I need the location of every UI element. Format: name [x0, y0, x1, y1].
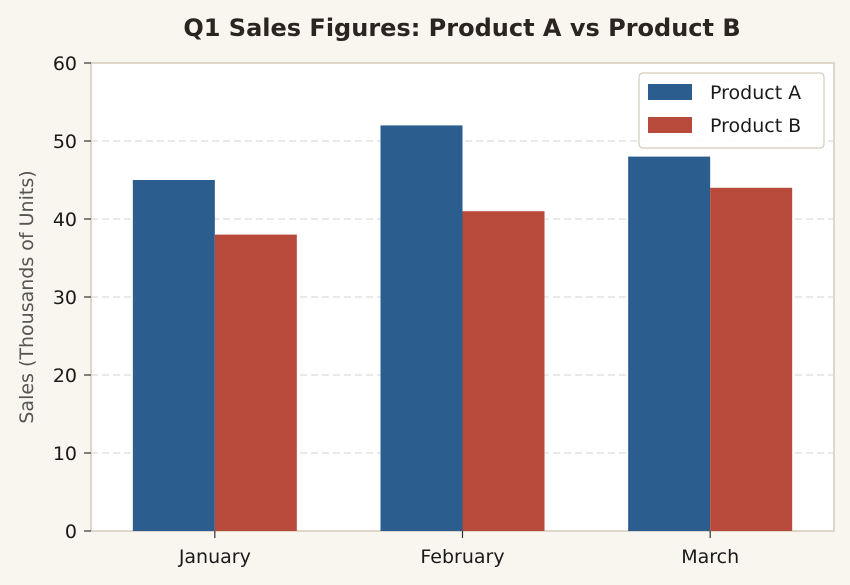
y-tick-label: 10 — [53, 443, 77, 465]
legend-swatch-product-b — [648, 117, 692, 133]
y-tick-label: 0 — [65, 521, 77, 543]
y-axis-label: Sales (Thousands of Units) — [16, 170, 38, 423]
legend-label-product-a: Product A — [710, 82, 801, 104]
legend-swatch-product-a — [648, 84, 692, 100]
y-tick-label: 40 — [53, 209, 77, 231]
x-tick-label: January — [178, 546, 251, 568]
y-tick-label: 20 — [53, 365, 77, 387]
legend: Product A Product B — [638, 72, 825, 149]
bar-product-a-february — [380, 125, 463, 532]
y-tick-label: 50 — [53, 131, 77, 153]
bar-product-a-march — [628, 156, 711, 531]
bar-product-b-february — [462, 211, 545, 531]
bar-product-b-march — [710, 187, 793, 532]
y-axis: 0 10 20 30 40 50 60 — [53, 53, 91, 543]
x-tick-label: March — [681, 546, 739, 568]
bar-product-a-january — [132, 180, 215, 531]
y-tick-label: 60 — [53, 53, 77, 75]
x-tick-label: February — [420, 546, 504, 568]
bar-product-b-january — [214, 234, 297, 531]
legend-label-product-b: Product B — [710, 115, 801, 137]
y-tick-label: 30 — [53, 287, 77, 309]
x-axis: January February March — [178, 531, 739, 568]
bars — [132, 125, 793, 532]
chart-title: Q1 Sales Figures: Product A vs Product B — [183, 14, 740, 42]
